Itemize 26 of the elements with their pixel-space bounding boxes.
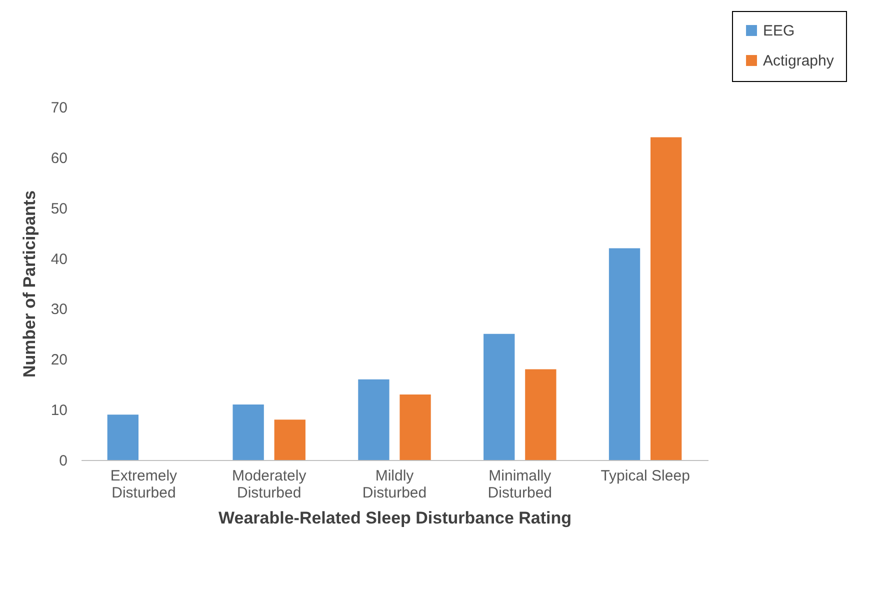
bar — [525, 369, 556, 460]
y-tick-label: 40 — [50, 250, 68, 268]
legend-label: Actigraphy — [763, 52, 834, 70]
bar — [274, 420, 306, 460]
y-tick-label: 10 — [50, 402, 68, 420]
y-tick-label: 60 — [50, 150, 68, 167]
y-tick-label: 70 — [50, 100, 68, 116]
bar — [358, 379, 390, 460]
bar — [608, 248, 640, 460]
x-tick-label: Typical Sleep — [600, 468, 690, 484]
x-axis-title: Wearable-Related Sleep Disturbance Rating — [218, 508, 572, 528]
y-tick-label: 30 — [50, 301, 68, 318]
bar — [107, 414, 139, 460]
bar — [400, 394, 431, 460]
y-tick-label: 20 — [50, 352, 68, 369]
y-axis-title: Number of Participants — [20, 190, 39, 378]
bar — [484, 334, 515, 460]
bar — [232, 404, 264, 460]
x-tick-label: Minimally Disturbed — [488, 468, 552, 502]
x-tick-label: Moderately Disturbed — [232, 468, 307, 502]
legend-label: EEG — [763, 22, 795, 40]
x-tick-label: Extremely Disturbed — [110, 468, 178, 502]
x-tick-label: Mildly Disturbed — [362, 468, 427, 502]
bar — [650, 137, 682, 460]
y-tick-label: 50 — [50, 200, 68, 218]
y-tick-label: 0 — [59, 452, 68, 470]
